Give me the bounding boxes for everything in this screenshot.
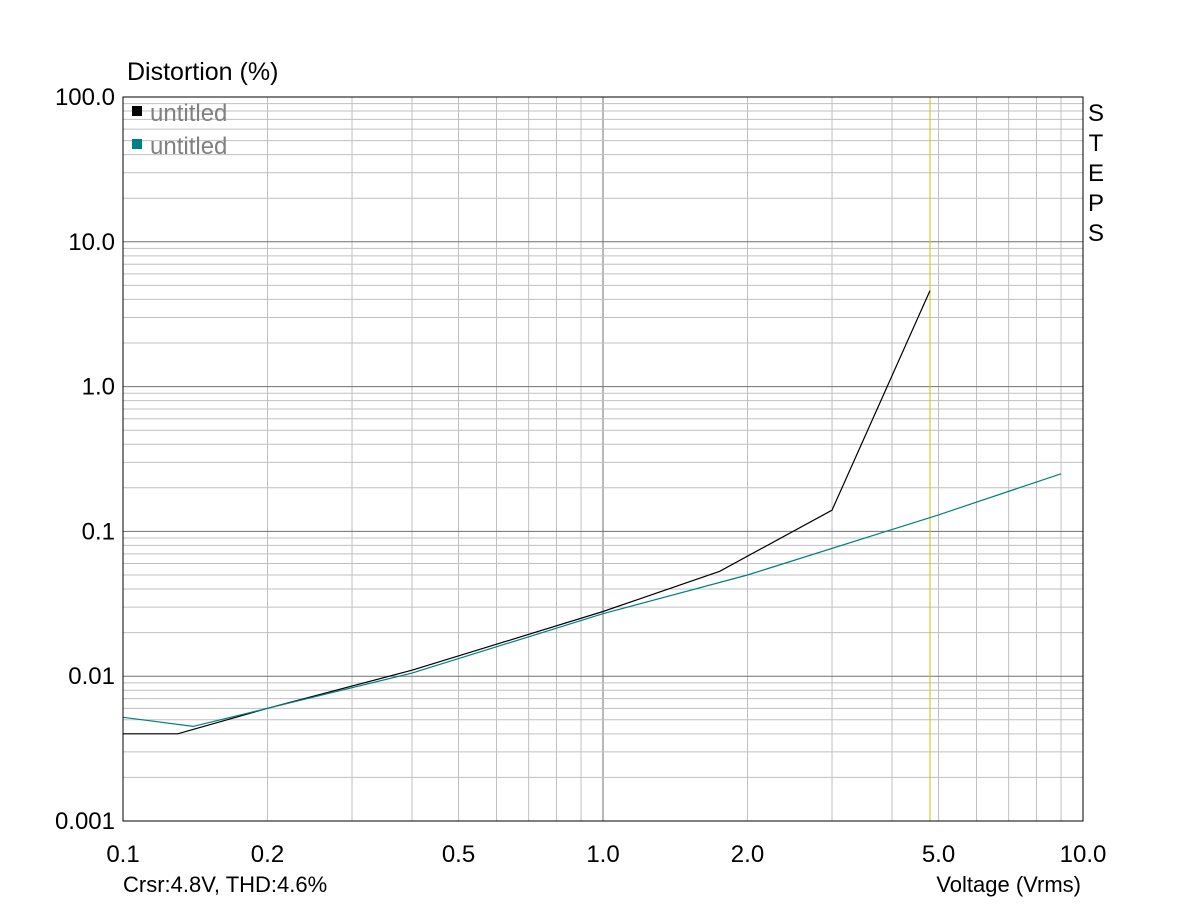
side-label-letter: S [1088,220,1104,247]
x-tick-label: 0.2 [251,841,284,868]
side-label-letter: T [1089,130,1104,157]
side-label-letter: P [1088,190,1104,217]
x-axis-label: Voltage (Vrms) [936,872,1081,897]
x-tick-label: 1.0 [586,841,619,868]
y-tick-label: 0.001 [55,808,115,835]
legend-entry-label: untitled [150,133,227,160]
side-label-letter: E [1088,160,1104,187]
y-tick-label: 1.0 [82,374,115,401]
y-tick-label: 0.1 [82,518,115,545]
legend: untitled untitled [132,100,227,160]
x-tick-label: 2.0 [731,841,764,868]
legend-swatch [132,106,142,116]
y-tick-label: 100.0 [55,84,115,111]
grid [123,97,1083,821]
legend-entry-label: untitled [150,100,227,127]
y-tick-label: 0.01 [68,663,115,690]
series-line-1 [123,290,931,735]
x-tick-label: 0.5 [442,841,475,868]
x-tick-label: 5.0 [922,841,955,868]
legend-swatch [132,139,142,149]
side-label-letter: S [1088,100,1104,127]
plot-area-border [122,96,1084,822]
chart-title: Distortion (%) [127,58,278,86]
y-tick-labels: 100.0 10.0 1.0 0.1 0.01 0.001 [55,84,115,835]
series-line-2 [122,473,1062,728]
x-tick-label: 10.0 [1060,841,1107,868]
x-tick-labels: 0.1 0.2 0.5 1.0 2.0 5.0 10.0 [106,841,1106,868]
series-lines [122,97,1062,821]
cursor-readout: Crsr:4.8V, THD:4.6% [123,872,327,897]
y-tick-label: 10.0 [68,229,115,256]
x-tick-label: 0.1 [106,841,139,868]
